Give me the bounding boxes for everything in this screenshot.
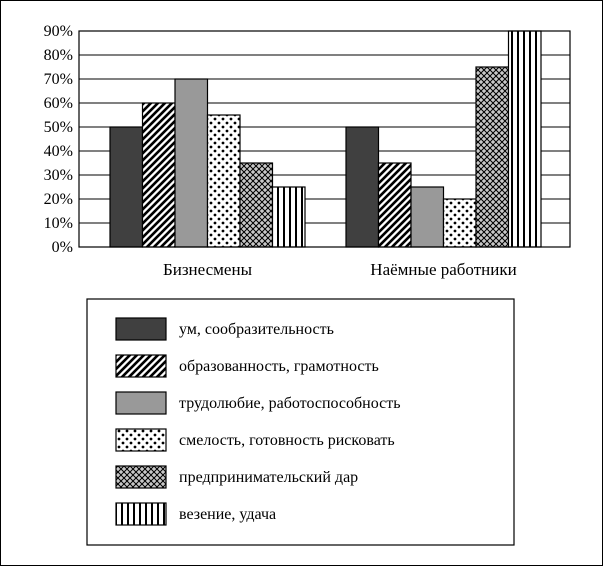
plot-border (78, 30, 571, 248)
legend-swatch (115, 428, 167, 452)
y-tick-label: 60% (44, 95, 73, 112)
bar (442, 198, 477, 248)
category-label: Наёмные работники (370, 260, 516, 279)
bar (206, 114, 241, 248)
category-label: Бизнесмены (163, 260, 253, 279)
legend-label: предпринимательский дар (179, 469, 358, 486)
bar (271, 186, 306, 248)
y-tick-label: 70% (44, 71, 73, 88)
legend-entries: ум, сообразительность образованность, гра… (115, 317, 401, 526)
bar (345, 126, 380, 248)
y-tick-label: 80% (44, 47, 73, 64)
category-labels: Бизнесмены Наёмные работники (163, 260, 517, 279)
legend-label: смелость, готовность рисковать (179, 432, 395, 449)
bar (109, 126, 144, 248)
legend-swatch (115, 317, 167, 341)
legend-label: везение, удача (179, 506, 276, 523)
legend-swatch (115, 354, 167, 378)
bar (507, 30, 542, 248)
y-tick-label: 0% (52, 239, 73, 256)
legend-swatch (115, 502, 167, 526)
y-axis-tick-labels: 0% 10% 20% 30% 40% 50% 60% 70% 80% 90% (44, 23, 73, 256)
y-tick-label: 40% (44, 143, 73, 160)
y-tick-label: 10% (44, 215, 73, 232)
bar (410, 186, 445, 248)
bars (109, 30, 542, 248)
y-tick-label: 50% (44, 119, 73, 136)
y-tick-label: 20% (44, 191, 73, 208)
legend-swatch (115, 465, 167, 489)
bar (141, 102, 176, 248)
legend-swatch (115, 391, 167, 415)
legend-label: образованность, грамотность (179, 358, 379, 375)
legend-label: трудолюбие, работоспособность (179, 395, 401, 412)
y-tick-label: 30% (44, 167, 73, 184)
y-tick-label: 90% (44, 23, 73, 40)
bar (377, 162, 412, 248)
bar (475, 66, 510, 248)
bar (174, 78, 209, 248)
legend-label: ум, сообразительность (179, 321, 334, 338)
bar (239, 162, 274, 248)
